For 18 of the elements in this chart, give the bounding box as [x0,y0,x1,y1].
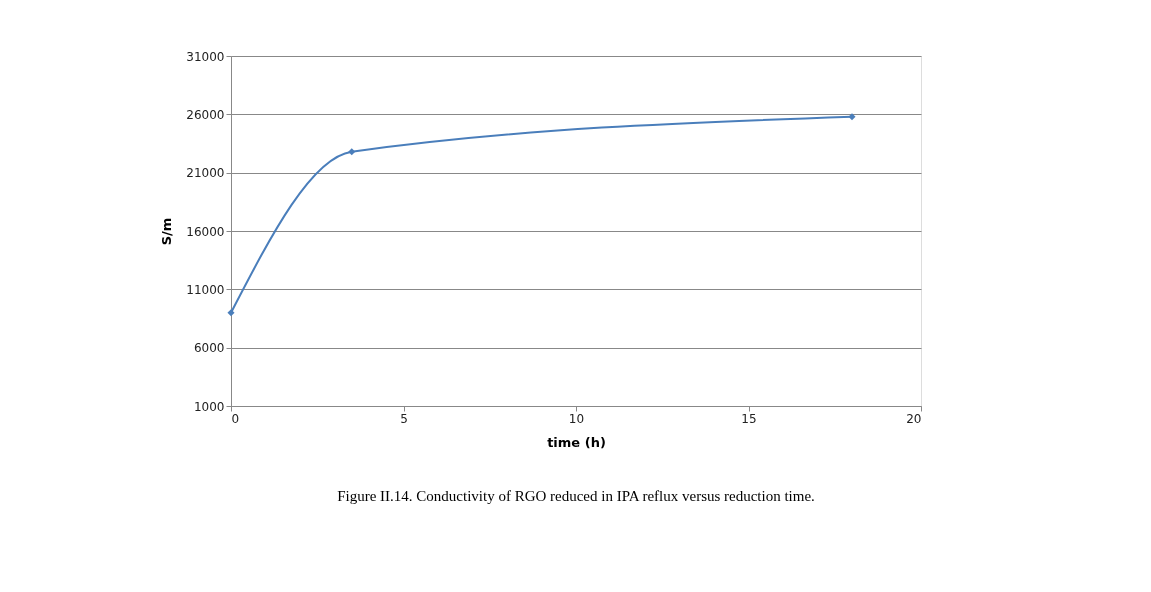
y-tick-label: 31000 [186,49,225,64]
y-tick-label: 6000 [193,341,225,356]
x-tick-label: 0 [231,411,240,426]
y-tick-label: 16000 [186,224,225,239]
x-tick-label: 10 [568,411,585,426]
y-tick-label: 21000 [186,166,225,181]
y-axis-title: S/m [159,217,175,246]
x-axis-title: time (h) [547,434,606,450]
text: Figure II.14. Conductivity of RGO reduced in IPA reflux versus reduction time. [337,488,815,504]
y-tick-label: 26000 [186,107,225,122]
y-tick-label: 1000 [193,399,225,414]
y-tick-label: 11000 [186,282,225,297]
point [348,148,356,156]
x-tick-label: 20 [906,411,922,426]
point [848,113,856,121]
x-tick-label: 5 [400,411,408,426]
point [227,309,235,317]
x-tick-label: 15 [741,411,757,426]
